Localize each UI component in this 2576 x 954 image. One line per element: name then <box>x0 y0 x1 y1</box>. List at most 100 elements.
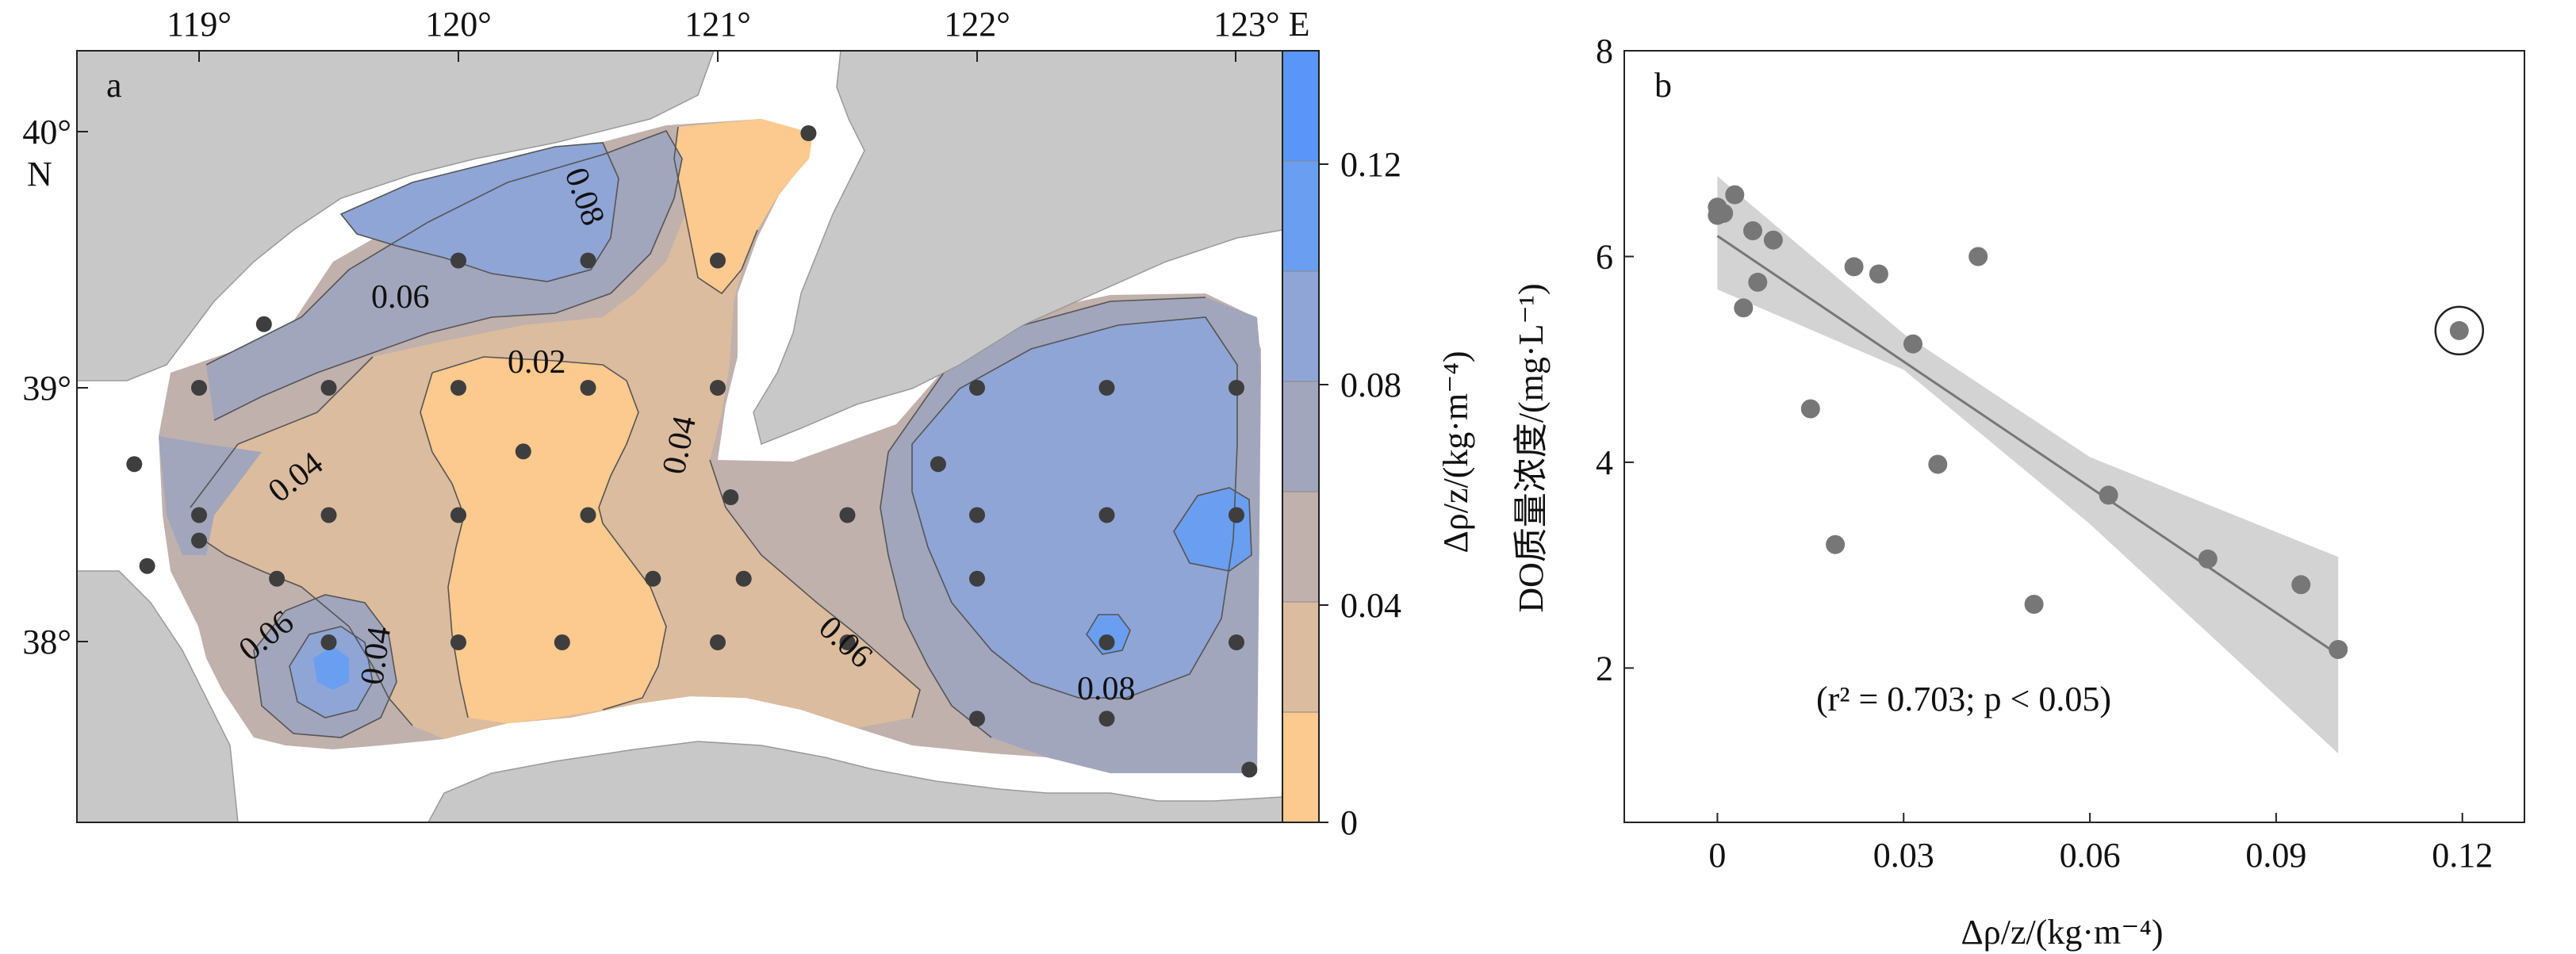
colorbar-title: Δρ/z/(kg·m⁻⁴) <box>1436 351 1475 554</box>
station-dot <box>1098 634 1115 650</box>
x-tick-label: 0.09 <box>2245 836 2306 875</box>
colorbar-bin <box>1282 381 1320 492</box>
station-dot <box>320 507 337 523</box>
station-dot <box>450 380 466 396</box>
colorbar-frame <box>1282 50 1320 823</box>
x-axis-label: Δρ/z/(kg·m⁻⁴) <box>1961 913 2164 952</box>
station-dot <box>969 711 985 727</box>
station-dot <box>554 634 570 650</box>
station-dot <box>126 456 143 473</box>
data-point <box>1826 534 1846 554</box>
station-dot <box>580 252 596 269</box>
station-dot <box>930 456 946 473</box>
colorbar: 0.12 0.08 0.04 0 Δρ/z/(kg·m⁻⁴) <box>1282 50 1475 842</box>
contour-label: 0.06 <box>371 279 430 316</box>
regression-line <box>1716 235 2340 656</box>
colorbar-tick-0.04: 0.04 <box>1340 586 1401 625</box>
x-tick-label: 0.12 <box>2432 836 2493 875</box>
station-dot <box>191 380 207 396</box>
lat-label-n: N <box>27 155 52 193</box>
land-liaodong-peninsula <box>753 51 1282 446</box>
colorbar-bin <box>1282 270 1320 382</box>
contour-line <box>253 594 397 738</box>
colorbar-bin <box>1282 711 1320 823</box>
contour-label: 0.08 <box>1077 671 1136 707</box>
station-dot <box>191 507 207 523</box>
station-dot <box>710 252 726 269</box>
station-dot <box>255 316 272 332</box>
contour-line <box>880 451 992 738</box>
lat-label-39: 39° <box>22 369 71 408</box>
lon-label-123: 123° E <box>1213 5 1309 44</box>
station-dot <box>969 380 985 396</box>
land <box>77 51 1282 822</box>
colorbar-bins <box>1282 50 1320 823</box>
station-dot <box>723 489 739 505</box>
data-point <box>1968 247 1988 266</box>
lat-label-38: 38° <box>22 623 71 661</box>
contour-line <box>1173 487 1252 572</box>
scatter-points <box>1708 185 2469 659</box>
contour-label: 0.02 <box>508 344 566 381</box>
panel-label-b: b <box>1654 66 1672 105</box>
station-dot <box>645 570 661 587</box>
y-tick-label: 4 <box>1596 443 1613 482</box>
data-point <box>1743 221 1762 240</box>
colorbar-tick-0.08: 0.08 <box>1340 366 1401 404</box>
stats-annotation: (r² = 0.703; p < 0.05) <box>1816 680 2111 718</box>
data-point <box>1928 454 1948 474</box>
colorbar-ticks <box>1319 163 1328 823</box>
lon-label-120: 120° <box>425 5 492 44</box>
x-tick-label: 0.03 <box>1873 836 1934 875</box>
data-point <box>1800 399 1820 419</box>
y-tick-label: 6 <box>1596 237 1613 276</box>
station-dot <box>710 634 726 650</box>
x-axis-ticks: 0 0.03 0.06 0.09 0.12 <box>1708 813 2493 875</box>
plot-frame <box>1623 50 2525 823</box>
contour-line <box>911 316 1238 699</box>
colorbar-bin <box>1282 50 1320 162</box>
station-dot <box>735 570 752 587</box>
outlier-circle <box>2434 305 2485 356</box>
colorbar-tick-0: 0 <box>1340 803 1358 842</box>
land-shandong-peninsula <box>427 741 1282 822</box>
contour-region-0.08-0.10-east <box>912 317 1237 698</box>
contour-region-0-0.02-north <box>674 119 813 293</box>
contour-label: 0.04 <box>354 624 398 687</box>
contour-line <box>205 130 683 421</box>
station-dot <box>1241 761 1258 778</box>
map-panel: 0.08 0.06 0.02 0.04 0.04 0.06 0.04 0.06 … <box>22 5 1309 823</box>
station-dot <box>450 634 466 650</box>
data-point <box>1748 272 1768 292</box>
station-dot <box>1098 380 1115 396</box>
colorbar-bin <box>1282 601 1320 713</box>
contour-line <box>420 372 469 718</box>
y-axis-ticks: 2 4 6 8 <box>1596 32 1634 688</box>
land-west-coast <box>77 570 239 822</box>
lat-label-40: 40° <box>22 113 71 151</box>
station-markers <box>126 125 1258 778</box>
station-dot <box>1229 634 1244 650</box>
data-point <box>1763 230 1783 250</box>
station-dot <box>969 507 985 523</box>
station-dot <box>839 507 856 523</box>
data-point <box>2099 485 2118 505</box>
y-tick-label: 2 <box>1596 649 1613 688</box>
contour-line <box>201 538 413 726</box>
station-dot <box>1229 507 1244 523</box>
contour-fills <box>159 119 1261 773</box>
data-point <box>2198 549 2218 569</box>
contour-line <box>1086 614 1131 655</box>
map-ticks <box>77 51 1236 642</box>
data-point <box>1725 185 1745 205</box>
station-dot <box>450 507 466 523</box>
contour-line <box>289 626 374 718</box>
contour-region-0.08-0.10-north <box>341 143 619 282</box>
station-dot <box>515 443 531 460</box>
station-dot <box>320 380 337 396</box>
lon-label-121: 121° <box>684 5 751 44</box>
data-point <box>1714 204 1734 223</box>
data-point <box>2449 320 2469 340</box>
data-point <box>1734 298 1754 318</box>
